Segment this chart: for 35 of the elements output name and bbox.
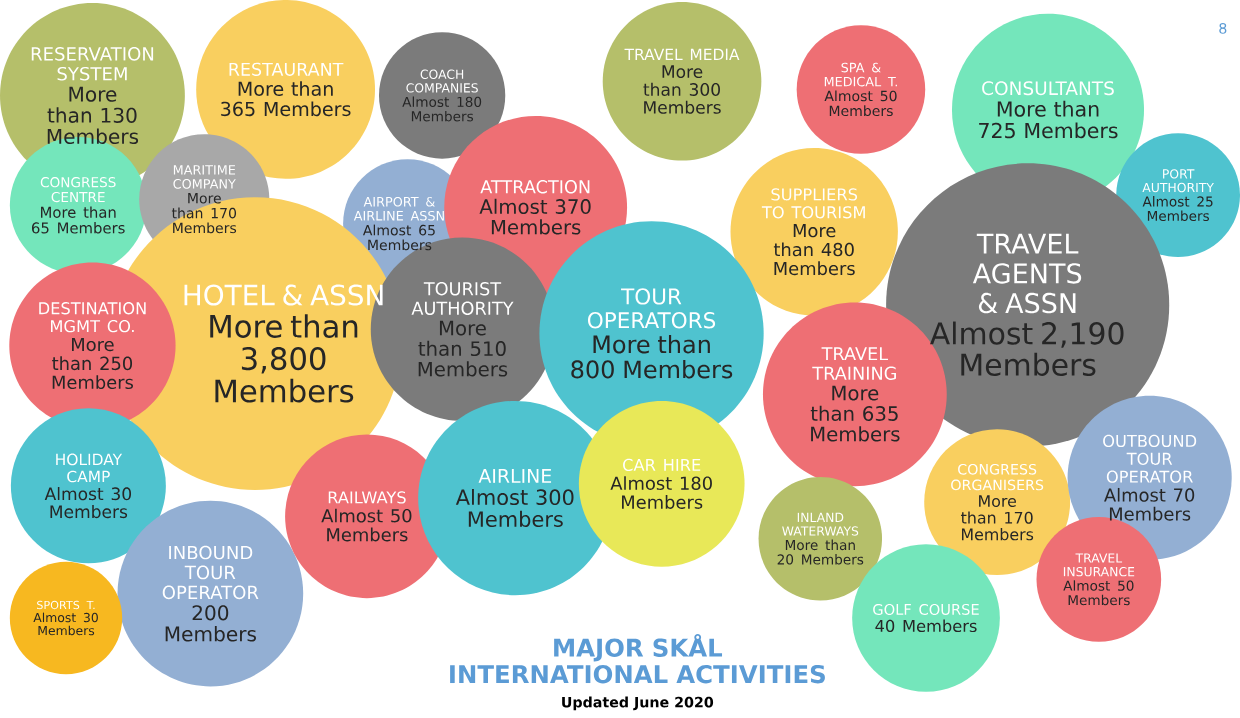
data-label: More than 300 Members	[643, 65, 721, 115]
category-label: CAR HIRE	[623, 459, 701, 472]
data-label: Almost 50 Members	[321, 509, 412, 542]
data-label: Almost 300 Members	[455, 489, 574, 528]
data-label: 200 Members	[165, 605, 257, 643]
data-label: More than 635 Members	[810, 386, 900, 442]
data-label: More than 3,800 Members	[210, 314, 358, 404]
category-label: SUPPLIERS TO TOURISM	[761, 188, 865, 219]
category-label: OUTBOUND TOUR OPERATOR	[1103, 435, 1197, 484]
category-label: RAILWAYS	[328, 491, 406, 505]
category-label: TRAVEL TRAINING	[812, 347, 896, 381]
data-label: More than 250 Members	[52, 338, 134, 390]
data-label: More than 480 Members	[773, 224, 855, 276]
data-label: More than 365 Members	[221, 81, 351, 117]
category-label: INBOUND TOUR OPERATOR	[162, 546, 259, 600]
data-label: Almost 370 Members	[479, 199, 591, 236]
data-label: More than 800 Members	[571, 335, 733, 379]
data-label: More than 130 Members	[47, 87, 139, 145]
category-label: RESERVATION SYSTEM	[31, 47, 154, 82]
data-label: Almost 180 Members	[610, 476, 712, 510]
text: MAJOR SKÅL INTERNATIONAL ACTIVITIES	[450, 634, 825, 684]
data-label: Almost 30 Members	[44, 487, 132, 519]
data-label: Almost 70 Members	[1104, 488, 1195, 522]
category-label: RESTAURANT	[229, 63, 344, 77]
category-label: TOUR OPERATORS	[587, 288, 716, 329]
category-label: AIRLINE	[478, 469, 552, 484]
data-label: 40 Members	[875, 619, 977, 633]
category-label: TOURIST AUTHORITY	[411, 282, 514, 316]
category-label: ATTRACTION	[480, 180, 590, 194]
category-label: TRAVEL AGENTS & ASSN	[972, 234, 1082, 314]
category-label: CONSULTANTS	[982, 81, 1114, 96]
data-label: More than 510 Members	[418, 321, 508, 378]
category-label: DESTINATION MGMT CO.	[39, 302, 146, 333]
data-label: More than 725 Members	[979, 101, 1118, 139]
data-label: Almost 2,190 Members	[930, 322, 1124, 377]
